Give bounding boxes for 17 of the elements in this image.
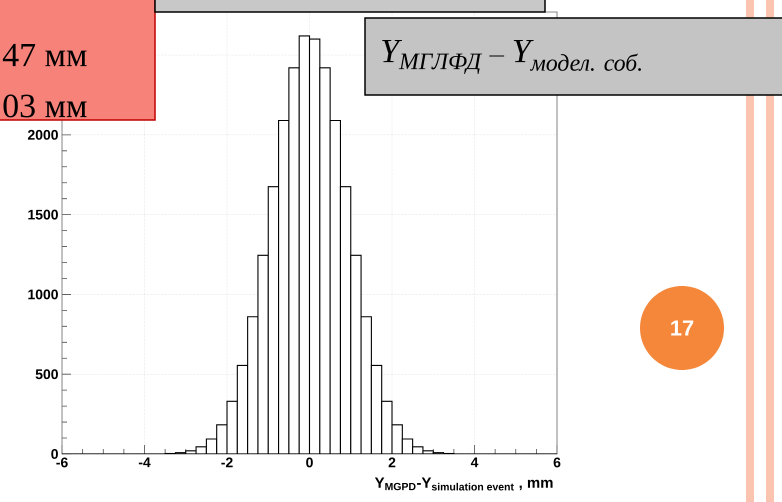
y-tick-label: 2000 <box>28 130 58 140</box>
x-tick-label: 4 <box>470 458 478 468</box>
text: 17 <box>671 320 694 336</box>
x-tick-label: -4 <box>138 458 151 468</box>
x-tick-label: -6 <box>56 457 68 468</box>
y-tick-label: 0 <box>51 449 58 459</box>
x-axis-title: $\text{Y}_{\text{MGPD}}\text{-Y}_{\text{simulation event}}\text{ , mm}$ <box>374 478 553 491</box>
y-tick-label: 500 <box>36 369 58 380</box>
x-tick-label: 6 <box>554 457 560 468</box>
annotation: 03 мм <box>4 94 87 118</box>
annotation: $\text{\itshape Y}_{\text{\itshape МГЛФД}} - \text{\itshape Y}_{\text{\itshape модел. соб.}}$ <box>382 40 641 74</box>
x-tick-label: -2 <box>221 457 233 468</box>
y-tick-label: 1500 <box>28 210 58 220</box>
y-tick-label: 1000 <box>28 289 58 300</box>
annotation: 47 мм <box>2 44 87 66</box>
x-tick-label: 0 <box>306 457 313 468</box>
x-tick-label: 2 <box>388 457 396 468</box>
